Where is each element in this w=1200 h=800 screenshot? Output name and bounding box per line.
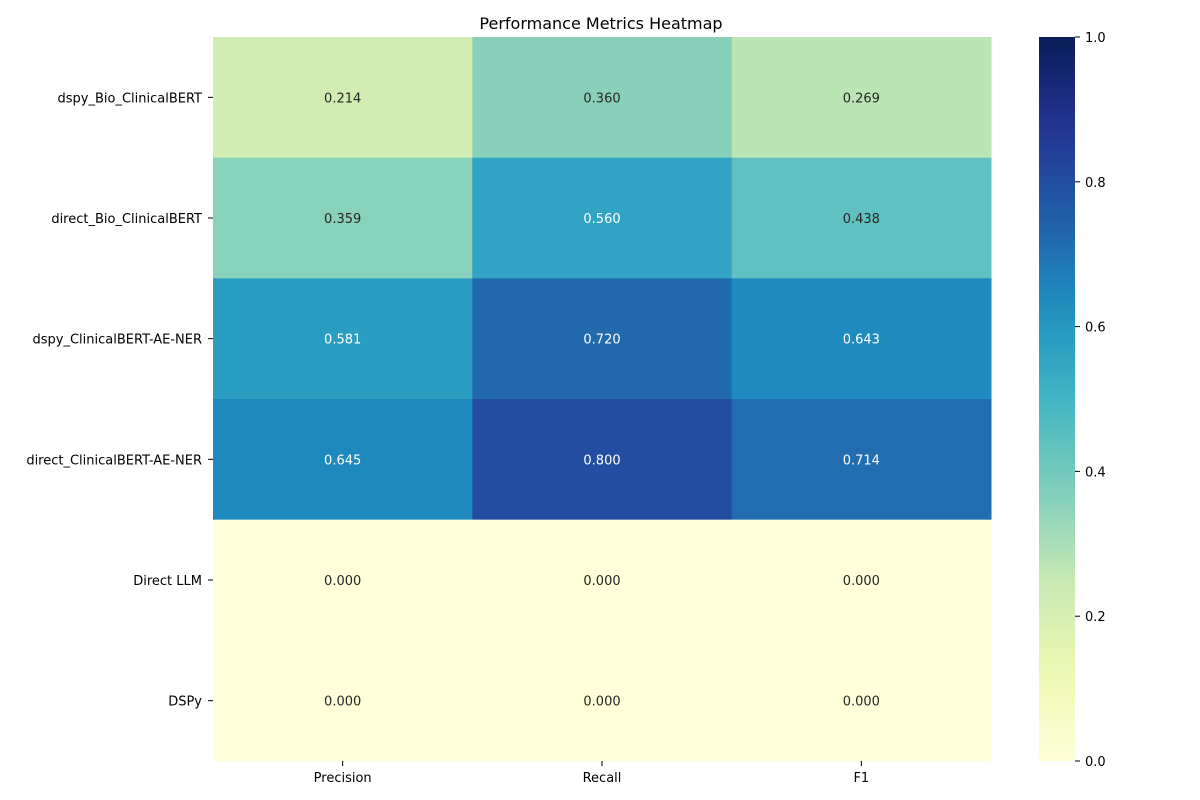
heatmap-cell bbox=[213, 399, 473, 521]
colorbar-tick-label: 1.0 bbox=[1085, 31, 1106, 46]
cell-value-label: 0.269 bbox=[843, 91, 880, 106]
cell-value-label: 0.000 bbox=[843, 574, 880, 589]
colorbar-ticks: 0.0 0.2 0.4 0.6 0.8 1.0 bbox=[1075, 31, 1106, 770]
cell-value-label: 0.360 bbox=[583, 91, 620, 106]
heatmap-cell bbox=[213, 157, 473, 279]
cell-value-label: 0.714 bbox=[843, 453, 880, 468]
colorbar-tick-label: 0.4 bbox=[1085, 465, 1106, 480]
chart-title: Performance Metrics Heatmap bbox=[479, 14, 722, 33]
heatmap-cell bbox=[213, 278, 473, 400]
y-tick-label: dspy_ClinicalBERT-AE-NER bbox=[33, 333, 203, 348]
cell-value-label: 0.214 bbox=[324, 91, 361, 106]
heatmap-cell bbox=[731, 37, 992, 159]
heatmap-cell bbox=[472, 37, 733, 159]
x-axis-ticks: Precision Recall F1 bbox=[314, 761, 869, 786]
cell-value-label: 0.800 bbox=[583, 453, 620, 468]
y-tick-label: direct_ClinicalBERT-AE-NER bbox=[26, 453, 202, 468]
heatmap-cell bbox=[472, 640, 733, 762]
heatmap-cell bbox=[731, 278, 992, 400]
cell-value-label: 0.560 bbox=[583, 212, 620, 227]
cell-value-label: 0.000 bbox=[324, 574, 361, 589]
heatmap-cell bbox=[731, 157, 992, 279]
cell-value-label: 0.720 bbox=[583, 333, 620, 348]
y-tick-label: Direct LLM bbox=[133, 574, 202, 589]
cell-value-label: 0.438 bbox=[843, 212, 880, 227]
colorbar-tick-label: 0.0 bbox=[1085, 755, 1106, 770]
cell-value-label: 0.645 bbox=[324, 453, 361, 468]
heatmap-cell bbox=[472, 519, 733, 641]
heatmap-cell bbox=[472, 157, 733, 279]
cell-value-label: 0.359 bbox=[324, 212, 361, 227]
y-axis-ticks: dspy_Bio_ClinicalBERT direct_Bio_Clinical… bbox=[26, 91, 213, 710]
heatmap-cells bbox=[213, 37, 992, 762]
heatmap-cell bbox=[213, 37, 473, 159]
heatmap-cell bbox=[731, 519, 992, 641]
heatmap-cell bbox=[213, 640, 473, 762]
colorbar-tick-label: 0.2 bbox=[1085, 610, 1106, 625]
cell-value-label: 0.000 bbox=[583, 574, 620, 589]
heatmap-cell bbox=[731, 640, 992, 762]
colorbar bbox=[1039, 37, 1075, 761]
x-tick-label: Recall bbox=[583, 771, 622, 786]
heatmap-cell bbox=[472, 399, 733, 521]
colorbar-tick-label: 0.8 bbox=[1085, 176, 1106, 191]
heatmap-cell-labels: 0.214 0.360 0.269 0.359 0.560 0.438 0.581 0.720… bbox=[324, 91, 880, 709]
heatmap-cell bbox=[731, 399, 992, 521]
cell-value-label: 0.000 bbox=[843, 695, 880, 710]
heatmap-cell bbox=[472, 278, 733, 400]
y-tick-label: dspy_Bio_ClinicalBERT bbox=[58, 91, 203, 106]
cell-value-label: 0.581 bbox=[324, 333, 361, 348]
cell-value-label: 0.000 bbox=[583, 695, 620, 710]
x-tick-label: F1 bbox=[853, 771, 869, 786]
heatmap-cell bbox=[213, 519, 473, 641]
colorbar-tick-label: 0.6 bbox=[1085, 321, 1106, 336]
y-tick-label: direct_Bio_ClinicalBERT bbox=[51, 212, 202, 227]
cell-value-label: 0.000 bbox=[324, 695, 361, 710]
x-tick-label: Precision bbox=[314, 771, 372, 786]
cell-value-label: 0.643 bbox=[843, 333, 880, 348]
y-tick-label: DSPy bbox=[168, 695, 202, 710]
